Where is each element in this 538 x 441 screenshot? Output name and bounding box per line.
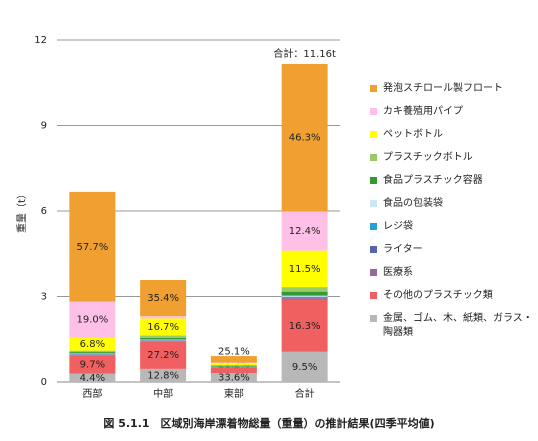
x-tick-label: 西部 bbox=[82, 387, 102, 400]
y-tick-label: 3 bbox=[41, 292, 47, 303]
data-label: 12.8% bbox=[147, 370, 179, 381]
bar-segment bbox=[210, 362, 257, 364]
legend-swatch bbox=[370, 85, 377, 92]
bar-segment bbox=[69, 352, 116, 354]
legend-swatch bbox=[370, 108, 377, 115]
legend-item: ペットボトル bbox=[370, 128, 535, 142]
bar-segment bbox=[140, 279, 187, 317]
data-label: 33.6% bbox=[218, 373, 250, 384]
bar-segment bbox=[69, 301, 116, 338]
legend-item: レジ袋 bbox=[370, 220, 535, 234]
bar-segment bbox=[69, 191, 116, 302]
data-label: 9.7% bbox=[80, 359, 105, 370]
legend-swatch bbox=[370, 269, 377, 276]
data-label: 35.4% bbox=[147, 293, 179, 304]
legend-label: カキ養殖用パイプ bbox=[383, 106, 463, 117]
data-label: 9.5% bbox=[292, 362, 317, 373]
bar-segment bbox=[281, 250, 328, 288]
y-tick-label: 6 bbox=[41, 206, 47, 217]
legend-label: レジ袋 bbox=[383, 221, 413, 232]
legend-label: 発泡スチロール製フロート bbox=[383, 83, 503, 94]
legend-item: 食品の包装袋 bbox=[370, 197, 535, 211]
x-tick-label: 合計 bbox=[295, 387, 315, 400]
bar-segment bbox=[281, 296, 328, 298]
bar-segment bbox=[281, 351, 328, 382]
legend-item: プラスチックボトル bbox=[370, 151, 535, 165]
bar-segment bbox=[210, 363, 257, 365]
data-label: 16.7% bbox=[147, 322, 179, 333]
bar-segment bbox=[281, 291, 328, 296]
legend-label: その他のプラスチック類 bbox=[383, 290, 493, 301]
legend-item: 発泡スチロール製フロート bbox=[370, 82, 535, 96]
bar-segment bbox=[69, 373, 116, 382]
legend-label: プラスチックボトル bbox=[383, 152, 473, 163]
bar-segment bbox=[210, 364, 257, 366]
y-tick-label: 12 bbox=[34, 35, 47, 46]
bar-segment bbox=[140, 339, 187, 341]
x-tick-label: 中部 bbox=[153, 387, 173, 400]
legend-swatch bbox=[370, 246, 377, 253]
total-annotation: 合計：11.16t bbox=[273, 47, 336, 60]
legend-label: ライター bbox=[383, 244, 423, 255]
data-label: 16.3% bbox=[289, 321, 321, 332]
legend-item: 金属、ゴム、木、紙類、ガラス・陶器類 bbox=[370, 312, 535, 340]
legend-item: ライター bbox=[370, 243, 535, 257]
bar-segment bbox=[140, 337, 187, 340]
legend-label: 食品の包装袋 bbox=[383, 198, 443, 209]
legend-swatch bbox=[370, 223, 377, 230]
y-axis-label: 重量（t） bbox=[15, 189, 28, 233]
bar-segment bbox=[69, 337, 116, 351]
data-label: 46.3% bbox=[289, 133, 321, 144]
y-tick-label: 0 bbox=[41, 377, 47, 388]
bar-segment bbox=[140, 316, 187, 319]
data-label: 11.5% bbox=[289, 264, 321, 275]
bar-segment bbox=[69, 355, 116, 374]
data-label: 6.8% bbox=[80, 339, 105, 350]
bar-segment bbox=[69, 350, 116, 353]
data-label: 12.4% bbox=[289, 226, 321, 237]
legend-label: 食品プラスチック容器 bbox=[383, 175, 483, 186]
bar-segment bbox=[281, 299, 328, 352]
bar-segment bbox=[210, 365, 257, 367]
bar-segment bbox=[140, 341, 187, 369]
legend-item: 医療系 bbox=[370, 266, 535, 280]
bar-segment bbox=[281, 211, 328, 251]
bar-segment bbox=[69, 354, 116, 356]
bar-segment bbox=[281, 297, 328, 299]
bar-segment bbox=[210, 367, 257, 374]
data-label: 19.0% bbox=[76, 315, 108, 326]
x-tick-label: 東部 bbox=[224, 387, 244, 400]
legend-swatch bbox=[370, 200, 377, 207]
bar-segment bbox=[281, 295, 328, 297]
bar-segment bbox=[140, 335, 187, 338]
bar-segment bbox=[281, 298, 328, 300]
legend-swatch bbox=[370, 315, 377, 322]
bar-segment bbox=[281, 63, 328, 212]
bar-segment bbox=[140, 368, 187, 382]
bar-segment bbox=[140, 318, 187, 336]
y-tick-label: 9 bbox=[41, 121, 47, 132]
legend-swatch bbox=[370, 131, 377, 138]
legend-item: カキ養殖用パイプ bbox=[370, 105, 535, 119]
data-label: 25.1% bbox=[218, 347, 250, 358]
bar-segment bbox=[210, 356, 257, 363]
legend-swatch bbox=[370, 292, 377, 299]
legend-item: その他のプラスチック類 bbox=[370, 289, 535, 303]
caption: 図 5.1.1 区域別海岸漂着物総量（重量）の推計結果(四季平均値) bbox=[103, 416, 434, 430]
bar-segment bbox=[210, 373, 257, 382]
legend-item: 食品プラスチック容器 bbox=[370, 174, 535, 188]
legend-swatch bbox=[370, 154, 377, 161]
data-label: 57.7% bbox=[76, 242, 108, 253]
bar-segment bbox=[69, 353, 116, 355]
bar-segment bbox=[281, 287, 328, 292]
data-label: 4.4% bbox=[80, 373, 105, 384]
legend-label: ペットボトル bbox=[383, 129, 443, 140]
legend-label: 金属、ゴム、木、紙類、ガラス・陶器類 bbox=[383, 313, 533, 338]
bar-segment bbox=[140, 340, 187, 342]
legend-label: 医療系 bbox=[383, 267, 413, 278]
legend-swatch bbox=[370, 177, 377, 184]
data-label: 27.2% bbox=[147, 350, 179, 361]
